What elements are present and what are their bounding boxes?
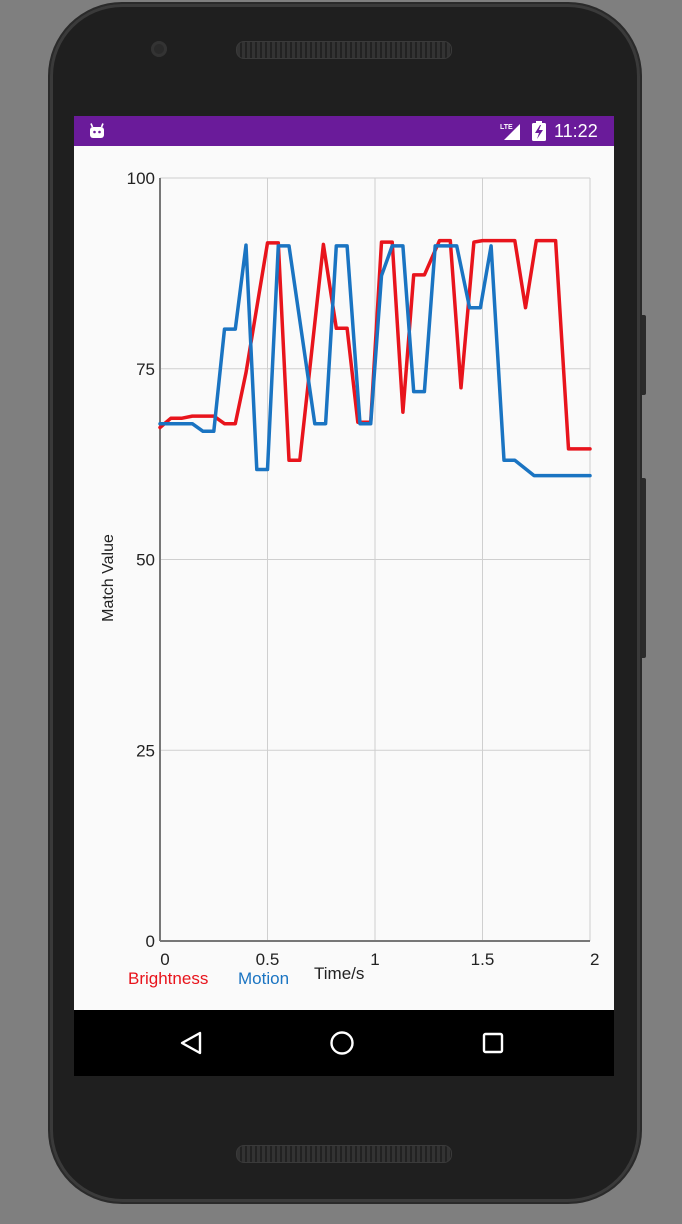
x-tick-label: 0 [160, 950, 169, 969]
android-icon [90, 123, 104, 138]
y-tick-label: 50 [136, 551, 155, 570]
y-tick-label: 0 [146, 932, 155, 951]
home-circle-icon[interactable] [324, 1025, 360, 1061]
x-tick-label: 0.5 [256, 950, 280, 969]
y-tick-label: 25 [136, 741, 155, 760]
legend-brightness: Brightness [128, 969, 208, 988]
axis-ticks: 0 25 50 75 100 0 0.5 1 1.5 2 [127, 169, 600, 969]
battery-charging-icon [532, 121, 546, 141]
recents-square-icon[interactable] [475, 1025, 511, 1061]
earpiece-speaker [236, 41, 452, 59]
navigation-bar [74, 1010, 614, 1076]
lte-signal-icon: LTE [500, 124, 520, 140]
svg-text:LTE: LTE [500, 124, 513, 131]
y-tick-label: 75 [136, 360, 155, 379]
series-line-brightness [158, 238, 592, 463]
bottom-speaker [236, 1145, 452, 1163]
match-value-chart: 0 25 50 75 100 0 0.5 1 1.5 2 Match Value Time/s B… [100, 169, 600, 988]
x-tick-label: 1 [370, 950, 379, 969]
power-button[interactable] [640, 478, 646, 658]
chart-grid [160, 177, 591, 941]
y-tick-label: 100 [127, 169, 155, 188]
back-triangle-icon[interactable] [174, 1025, 210, 1061]
x-tick-label: 1.5 [471, 950, 495, 969]
front-camera [151, 41, 167, 57]
legend-motion: Motion [238, 969, 289, 988]
y-axis-label: Match Value [100, 534, 117, 622]
phone-screen: LTE 11:22 0 25 50 75 100 0 0.5 1 1.5 2 Match Valu… [74, 116, 614, 1076]
chart-series [158, 238, 592, 478]
x-axis-label: Time/s [314, 964, 364, 983]
series-line-motion [158, 243, 592, 478]
status-time: 11:22 [554, 121, 598, 141]
volume-button[interactable] [640, 315, 646, 395]
status-bar: LTE 11:22 [74, 116, 614, 146]
x-tick-label: 2 [590, 950, 599, 969]
